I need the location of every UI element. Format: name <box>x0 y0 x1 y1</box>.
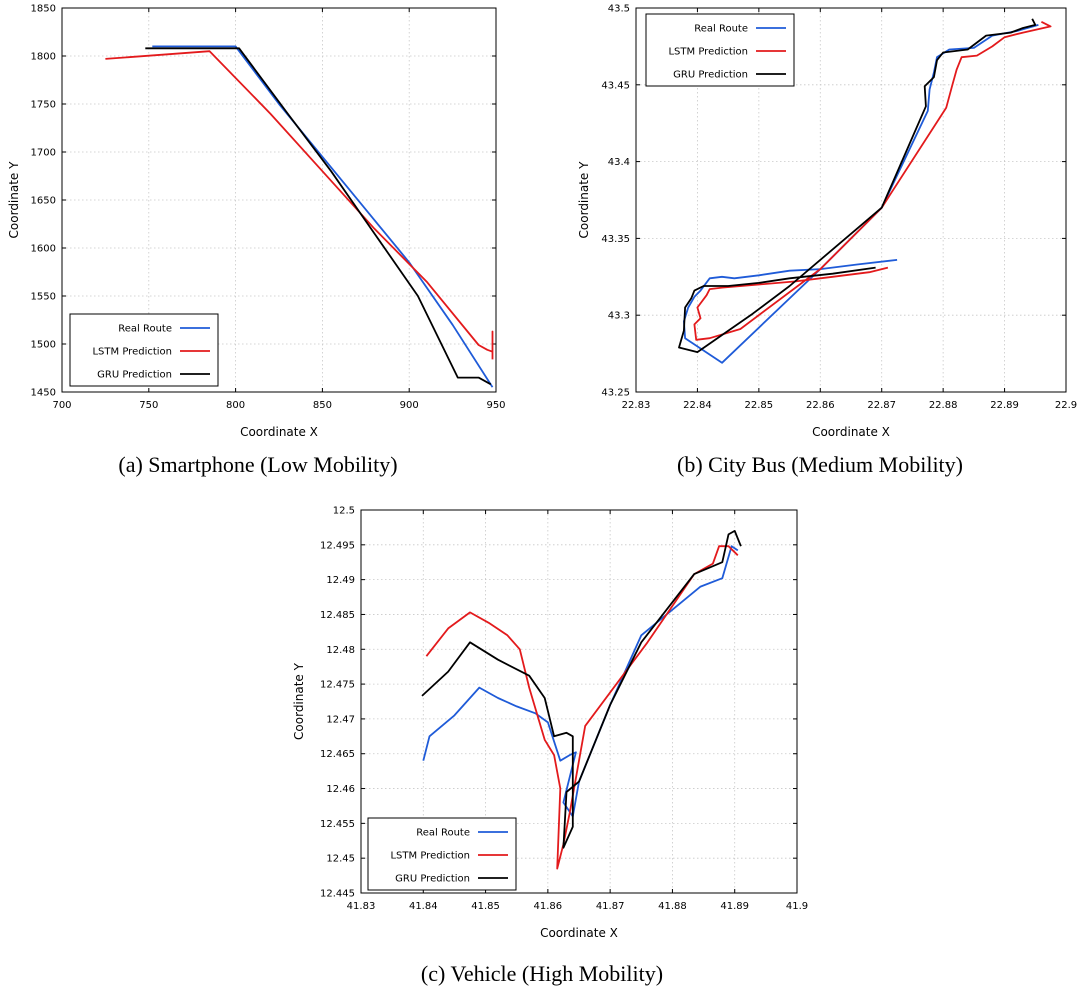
x-tick-label: 22.88 <box>929 400 958 411</box>
axis-ticks: 41.83 41.84 41.85 41.86 41.87 41.88 41.89 41.9 1… <box>320 506 808 913</box>
y-tick-label: 12.455 <box>320 819 355 830</box>
x-tick-label: 22.9 <box>1055 400 1077 411</box>
y-axis-label: Coordinate Y <box>292 662 306 740</box>
y-axis-label: Coordinate Y <box>577 161 591 239</box>
series-line-real <box>152 45 494 388</box>
legend: Real Route LSTM Prediction GRU Prediction <box>69 313 219 387</box>
y-tick-label: 43.35 <box>601 234 630 245</box>
series-line-gru <box>145 47 492 386</box>
plot-frame <box>360 509 798 894</box>
x-axis-label: Coordinate X <box>540 926 618 940</box>
x-tick-label: 750 <box>139 400 158 411</box>
y-tick-label: 1550 <box>31 292 56 303</box>
series-line-lstm <box>105 50 494 360</box>
x-tick-label: 41.85 <box>471 901 500 912</box>
chart-smartphone-low-mobility: 700 750 800 850 900 950 1450 1500 1550 1600 1650 17… <box>7 4 506 478</box>
y-tick-label: 1500 <box>31 340 56 351</box>
y-tick-label: 12.47 <box>326 714 355 725</box>
legend-label: Real Route <box>694 24 748 35</box>
x-tick-label: 41.84 <box>409 901 438 912</box>
series-line-real <box>683 24 1039 364</box>
y-tick-label: 43.45 <box>601 80 630 91</box>
y-tick-label: 12.485 <box>320 610 355 621</box>
y-tick-label: 12.495 <box>320 540 355 551</box>
chart-caption: (a) Smartphone (Low Mobility) <box>118 452 397 477</box>
x-tick-label: 22.83 <box>622 400 651 411</box>
y-tick-label: 43.3 <box>608 311 630 322</box>
y-tick-label: 1800 <box>31 52 56 63</box>
chart-city-bus-medium-mobility: 22.83 22.84 22.85 22.86 22.87 22.88 22.89 22.9 4… <box>577 4 1077 478</box>
x-tick-label: 22.85 <box>745 400 774 411</box>
legend-label: Real Route <box>118 324 172 335</box>
x-tick-label: 41.9 <box>786 901 808 912</box>
legend-label: Real Route <box>416 828 470 839</box>
legend-label: LSTM Prediction <box>390 851 470 862</box>
y-tick-label: 12.465 <box>320 749 355 760</box>
y-tick-label: 12.46 <box>326 784 355 795</box>
x-axis-label: Coordinate X <box>812 425 890 439</box>
axis-ticks: 700 750 800 850 900 950 1450 1500 1550 1600 1650 17… <box>31 4 506 412</box>
x-tick-label: 700 <box>52 400 71 411</box>
y-tick-label: 43.5 <box>608 4 630 15</box>
y-tick-label: 12.49 <box>326 575 355 586</box>
x-tick-label: 41.89 <box>720 901 749 912</box>
x-tick-label: 41.83 <box>347 901 376 912</box>
chart-caption: (b) City Bus (Medium Mobility) <box>677 452 963 477</box>
y-tick-label: 12.475 <box>320 680 355 691</box>
legend: Real Route LSTM Prediction GRU Prediction <box>367 817 517 891</box>
legend-label: LSTM Prediction <box>92 347 172 358</box>
legend-label: GRU Prediction <box>673 70 748 81</box>
x-tick-label: 800 <box>226 400 245 411</box>
y-tick-label: 43.25 <box>601 388 630 399</box>
y-tick-label: 12.48 <box>326 645 355 656</box>
series-lines <box>105 45 494 388</box>
series-lines <box>421 530 742 870</box>
legend-label: LSTM Prediction <box>668 47 748 58</box>
axis-ticks: 22.83 22.84 22.85 22.86 22.87 22.88 22.89 22.9 4… <box>601 4 1077 412</box>
x-tick-label: 950 <box>486 400 505 411</box>
grid-lines <box>636 8 1066 392</box>
chart-caption: (c) Vehicle (High Mobility) <box>421 961 663 986</box>
x-tick-label: 41.86 <box>534 901 563 912</box>
legend-label: GRU Prediction <box>97 370 172 381</box>
y-tick-label: 12.45 <box>326 854 355 865</box>
legend: Real Route LSTM Prediction GRU Prediction <box>645 13 795 87</box>
x-tick-label: 41.87 <box>596 901 625 912</box>
x-tick-label: 22.86 <box>806 400 835 411</box>
x-tick-label: 41.88 <box>658 901 687 912</box>
series-line-gru <box>678 18 1037 354</box>
y-axis-label: Coordinate Y <box>7 161 21 239</box>
y-tick-label: 12.445 <box>320 889 355 900</box>
y-tick-label: 43.4 <box>608 157 630 168</box>
x-tick-label: 850 <box>313 400 332 411</box>
x-tick-label: 22.84 <box>683 400 712 411</box>
y-tick-label: 1450 <box>31 388 56 399</box>
legend-label: GRU Prediction <box>395 874 470 885</box>
y-tick-label: 1600 <box>31 244 56 255</box>
y-tick-label: 1700 <box>31 148 56 159</box>
chart-vehicle-high-mobility: 41.83 41.84 41.85 41.86 41.87 41.88 41.89 41.9 1… <box>292 506 808 987</box>
y-tick-label: 12.5 <box>333 506 355 517</box>
y-tick-label: 1850 <box>31 4 56 15</box>
x-tick-label: 22.89 <box>990 400 1019 411</box>
series-lines <box>678 18 1052 364</box>
y-tick-label: 1650 <box>31 196 56 207</box>
x-tick-label: 22.87 <box>867 400 896 411</box>
x-axis-label: Coordinate X <box>240 425 318 439</box>
plot-frame <box>635 7 1067 393</box>
y-tick-label: 1750 <box>31 100 56 111</box>
series-line-lstm <box>425 545 739 870</box>
x-tick-label: 900 <box>400 400 419 411</box>
series-line-gru <box>421 530 742 849</box>
